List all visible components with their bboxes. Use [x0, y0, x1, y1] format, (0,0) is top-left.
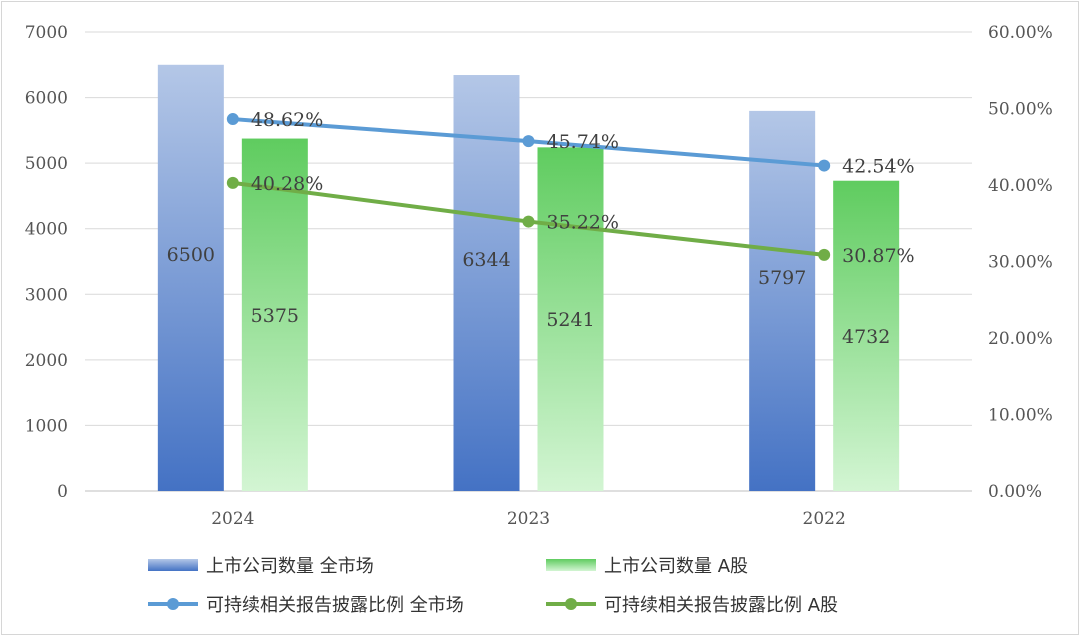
y-right-tick-label: 0.00%: [988, 482, 1042, 502]
y-left-tick-label: 6000: [25, 89, 68, 109]
legend-marker-line-all-market: [167, 598, 179, 610]
y-right-tick-label: 10.00%: [988, 406, 1053, 426]
line-all-market-marker: [522, 135, 535, 148]
y-left-tick-label: 7000: [25, 23, 68, 43]
bar-all-market: [453, 75, 520, 491]
legend-label-bar-a-share: 上市公司数量 A股: [604, 556, 748, 577]
line-all-market-marker: [818, 159, 831, 172]
y-axis-left: 0 1000 2000 3000 4000 5000 6000 7000: [25, 23, 68, 502]
y-left-tick-label: 3000: [25, 285, 68, 305]
line-all-market-label: 48.62%: [251, 109, 323, 131]
y-axis-right: 0.00% 10.00% 20.00% 30.00% 40.00% 50.00% 60.00…: [988, 23, 1053, 502]
lines: [226, 113, 831, 261]
bar-a-share-label: 5375: [251, 305, 299, 327]
bars: [157, 64, 900, 492]
x-axis: 2024 2023 2022: [211, 509, 846, 529]
bar-a-share: [241, 138, 308, 491]
line-a-share-marker: [522, 215, 535, 228]
bar-a-share-label: 4732: [842, 326, 890, 348]
bar-a-share-label: 5241: [546, 309, 594, 331]
bar-all-market: [749, 110, 816, 491]
bar-a-share: [833, 180, 900, 491]
x-tick-label: 2023: [507, 509, 550, 529]
y-right-tick-label: 50.00%: [988, 100, 1053, 120]
y-left-tick-label: 2000: [25, 351, 68, 371]
y-right-tick-label: 30.00%: [988, 253, 1053, 273]
y-right-tick-label: 40.00%: [988, 176, 1053, 196]
line-a-share-label: 30.87%: [842, 245, 914, 267]
line-a-share-marker: [818, 248, 831, 261]
y-right-tick-label: 60.00%: [988, 23, 1053, 43]
x-tick-label: 2024: [211, 509, 254, 529]
x-tick-label: 2022: [803, 509, 846, 529]
y-right-tick-label: 20.00%: [988, 329, 1053, 349]
line-a-share-marker: [226, 176, 239, 189]
bar-all-market: [157, 64, 224, 492]
line-labels: 48.62% 45.74% 42.54% 40.28% 35.22% 30.87%: [251, 109, 915, 267]
y-left-tick-label: 4000: [25, 220, 68, 240]
legend-marker-line-a-share: [565, 598, 577, 610]
legend-label-bar-all-market: 上市公司数量 全市场: [206, 556, 374, 577]
bar-all-market-label: 6344: [462, 249, 510, 271]
y-left-tick-label: 1000: [25, 416, 68, 436]
legend-swatch-bar-all-market: [148, 559, 198, 571]
legend-label-line-a-share: 可持续相关报告披露比例 A股: [604, 595, 838, 616]
y-left-tick-label: 5000: [25, 154, 68, 174]
y-left-tick-label: 0: [57, 482, 68, 502]
line-all-market-marker: [226, 113, 239, 126]
bar-all-market-label: 6500: [167, 244, 215, 266]
legend-swatch-bar-a-share: [546, 559, 596, 571]
bar-labels: 6500 5375 6344 5241 5797 4732: [167, 244, 891, 348]
line-a-share-label: 40.28%: [251, 173, 323, 195]
line-all-market-label: 45.74%: [547, 131, 619, 153]
line-a-share-label: 35.22%: [547, 212, 619, 234]
legend-label-line-all-market: 可持续相关报告披露比例 全市场: [206, 595, 464, 616]
bar-all-market-label: 5797: [758, 267, 806, 289]
bar-a-share: [537, 147, 604, 491]
line-all-market-label: 42.54%: [842, 156, 914, 178]
